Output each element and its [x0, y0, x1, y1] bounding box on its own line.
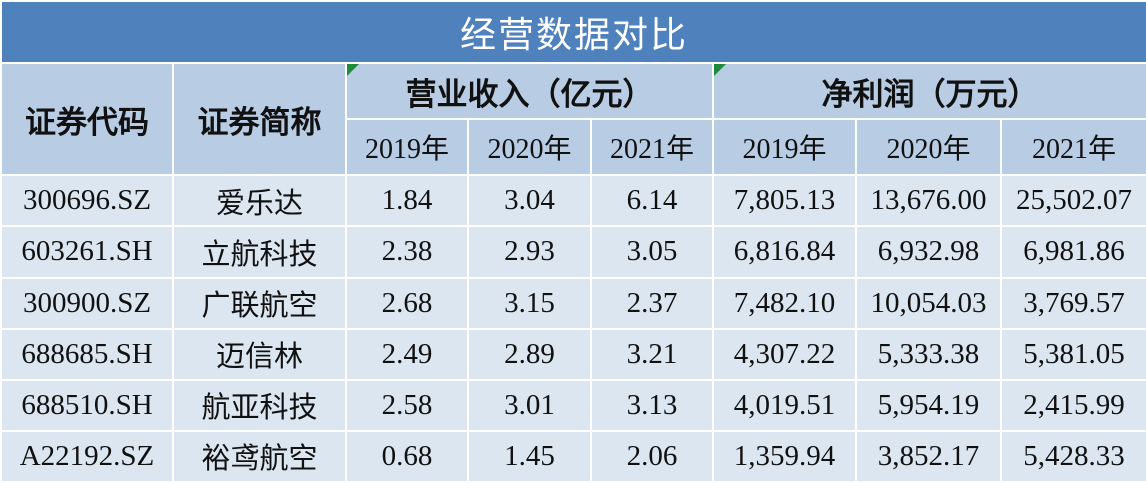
year-header: 2021年 [999, 118, 1146, 177]
year-header: 2019年 [345, 118, 469, 177]
cell: 7,482.10 [712, 276, 857, 330]
cell: 4,307.22 [712, 327, 857, 381]
data-row: 603261.SH 立航科技 2.38 2.93 3.05 6,816.84 6,932.9… [0, 225, 1146, 279]
cell: 13,676.00 [855, 174, 1002, 228]
cell: 6.14 [590, 174, 714, 228]
cell: 300900.SZ [0, 276, 174, 330]
cell: 2.58 [345, 378, 469, 432]
cell: 5,428.33 [999, 429, 1146, 483]
header-name: 证券简称 [172, 62, 347, 177]
table-title: 经营数据对比 [0, 0, 1146, 65]
data-row: 300696.SZ 爱乐达 1.84 3.04 6.14 7,805.13 13,676.0… [0, 174, 1146, 228]
cell: 6,816.84 [712, 225, 857, 279]
cell: 2,415.99 [999, 378, 1146, 432]
cell: 3.21 [590, 327, 714, 381]
data-row: A22192.SZ 裕鸢航空 0.68 1.45 2.06 1,359.94 3,852.1… [0, 429, 1146, 483]
cell: 1.84 [345, 174, 469, 228]
year-header: 2019年 [712, 118, 857, 177]
cell: 2.37 [590, 276, 714, 330]
cell: 603261.SH [0, 225, 174, 279]
cell: 航亚科技 [172, 378, 347, 432]
group-label: 净利润（万元） [821, 76, 1039, 112]
cell: 3.01 [467, 378, 592, 432]
cell: 25,502.07 [999, 174, 1146, 228]
group-label: 营业收入（亿元） [405, 76, 654, 112]
cell: 1.45 [467, 429, 592, 483]
cell: 2.68 [345, 276, 469, 330]
cell: 2.49 [345, 327, 469, 381]
header-group: 净利润（万元） [711, 62, 1146, 121]
cell: 6,932.98 [855, 225, 1002, 279]
cell: 裕鸢航空 [172, 429, 347, 483]
cell: A22192.SZ [0, 429, 174, 483]
cell: 2.89 [467, 327, 592, 381]
year-header: 2020年 [467, 118, 592, 177]
cell: 6,981.86 [999, 225, 1146, 279]
year-header: 2020年 [855, 118, 1002, 177]
cell: 2.93 [467, 225, 592, 279]
cell: 4,019.51 [712, 378, 857, 432]
cell: 5,333.38 [855, 327, 1002, 381]
cell: 300696.SZ [0, 174, 174, 228]
data-row: 300900.SZ 广联航空 2.68 3.15 2.37 7,482.10 10,054.… [0, 276, 1146, 330]
cell: 5,954.19 [855, 378, 1002, 432]
cell: 7,805.13 [712, 174, 857, 228]
cell: 3.04 [467, 174, 592, 228]
header-code: 证券代码 [0, 62, 174, 177]
data-row: 688510.SH 航亚科技 2.58 3.01 3.13 4,019.51 5,954.1… [0, 378, 1146, 432]
cell: 3.05 [590, 225, 714, 279]
year-row: 2019年 2020年 2021年 2019年 2020年 2021年 [1, 118, 1146, 177]
cell: 3,769.57 [999, 276, 1146, 330]
cell: 0.68 [345, 429, 469, 483]
cell: 广联航空 [172, 276, 347, 330]
cell: 3.15 [467, 276, 592, 330]
data-row: 688685.SH 迈信林 2.49 2.89 3.21 4,307.22 5,333.38… [0, 327, 1146, 381]
cell: 2.06 [590, 429, 714, 483]
year-header: 2021年 [590, 118, 714, 177]
cell: 爱乐达 [172, 174, 347, 228]
cell: 3.13 [590, 378, 714, 432]
cell: 3,852.17 [855, 429, 1002, 483]
cell: 688510.SH [0, 378, 174, 432]
cell: 立航科技 [172, 225, 347, 279]
cell: 迈信林 [172, 327, 347, 381]
cell: 688685.SH [0, 327, 174, 381]
cell: 2.38 [345, 225, 469, 279]
header-group: 营业收入（亿元） [345, 62, 714, 121]
cell: 10,054.03 [855, 276, 1002, 330]
cell: 1,359.94 [712, 429, 857, 483]
cell: 5,381.05 [999, 327, 1146, 381]
